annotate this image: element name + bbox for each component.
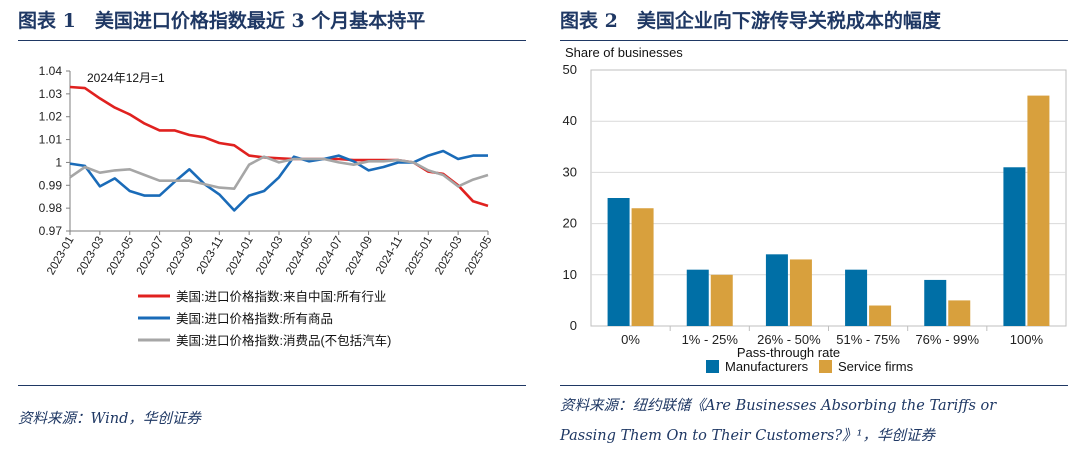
x-tick-label: 2024-03 (254, 235, 286, 278)
legend-swatch-2 (819, 360, 832, 373)
x-tick-label: 2023-01 (45, 235, 77, 278)
y-tick-label: 50 (563, 62, 577, 77)
x-tick-label: 2025-01 (403, 235, 435, 278)
bar-manufacturers (924, 279, 947, 326)
y-tick-label: 1.01 (39, 133, 63, 147)
x-tick-label: 2024-09 (344, 235, 376, 278)
bar-manufacturers (686, 269, 709, 326)
x-tick-label: 51% - 75% (836, 332, 900, 347)
y-tick-label: 1.02 (39, 110, 63, 124)
bar-service-firms (1027, 95, 1050, 326)
legend-label-2: 美国:进口价格指数:所有商品 (176, 311, 333, 326)
x-tick-label: 2025-05 (463, 235, 495, 278)
bar-service-firms (789, 259, 812, 326)
x-tick-label: 2024-07 (314, 235, 346, 278)
legend-label-1: 美国:进口价格指数:来自中国:所有行业 (176, 289, 386, 304)
figure1-title-rule (18, 40, 526, 41)
x-tick-label: 2023-05 (105, 235, 137, 278)
y-axis-title: Share of businesses (565, 45, 683, 60)
x-tick-label: 2023-09 (165, 235, 197, 278)
bar-manufacturers (1003, 167, 1026, 326)
figure2-title-rule (560, 40, 1068, 41)
figure1-source: 资料来源：Wind，华创证券 (18, 411, 201, 427)
x-tick-label: 2023-07 (135, 235, 167, 278)
plot-frame (590, 69, 1067, 327)
bar-service-firms (710, 274, 733, 326)
bar-manufacturers (845, 269, 868, 326)
x-tick-label: 0% (621, 332, 640, 347)
y-tick-label: 1.04 (39, 64, 63, 78)
legend-swatch-1 (706, 360, 719, 373)
x-axis-title: Pass-through rate (737, 345, 840, 360)
bar-manufacturers (765, 254, 788, 326)
x-tick-label: 1% - 25% (682, 332, 739, 347)
y-tick-label: 10 (563, 267, 577, 282)
y-tick-label: 20 (563, 216, 577, 231)
figure2-title: 图表 2 美国企业向下游传导关税成本的幅度 (560, 10, 941, 32)
x-tick-label: 100% (1010, 332, 1044, 347)
x-tick-label: 2024-05 (284, 235, 316, 278)
series-line-1 (69, 85, 489, 208)
y-tick-label: 0.97 (39, 224, 63, 238)
bar-manufacturers (607, 198, 630, 326)
x-tick-label: 2025-03 (433, 235, 465, 278)
x-tick-label: 26% - 50% (757, 332, 821, 347)
figure2-bar-chart: Share of businesses 0 10 20 30 40 50 0% 1% - 25%… (563, 45, 1067, 374)
legend-label-1: Manufacturers (725, 359, 809, 374)
y-tick-label: 1.03 (39, 87, 63, 101)
bar-service-firms (631, 208, 654, 326)
figure2-source-line2: Passing Them On to Their Customers?》¹，华创… (560, 428, 935, 444)
figure1-bottom-rule (18, 385, 526, 386)
x-tick-label: 2023-11 (195, 234, 226, 276)
x-tick-label: 2023-03 (75, 235, 107, 278)
figure1-line-chart: 0.970.980.9911.011.021.031.042023-012023… (39, 64, 495, 348)
series-line-2 (69, 149, 488, 212)
y-tick-label: 0.99 (39, 178, 63, 192)
figure1-title: 图表 1 美国进口价格指数最近 3 个月基本持平 (18, 10, 426, 32)
figure2-bottom-rule (560, 385, 1068, 386)
y-tick-label: 0.98 (39, 201, 63, 215)
y-tick-label: 30 (563, 164, 577, 179)
x-tick-label: 2024-11 (374, 235, 405, 277)
bar-service-firms (869, 305, 892, 326)
x-tick-label: 2024-01 (224, 235, 256, 278)
legend-label-2: Service firms (838, 359, 914, 374)
bar-service-firms (948, 300, 971, 326)
y-tick-label: 40 (563, 113, 577, 128)
y-tick-label: 0 (570, 318, 577, 333)
legend-label-3: 美国:进口价格指数:消费品(不包括汽车) (176, 333, 391, 348)
chart-annotation: 2024年12月=1 (87, 71, 165, 85)
series-line-3 (69, 155, 489, 190)
y-tick-label: 1 (55, 155, 62, 169)
x-tick-label: 76% - 99% (915, 332, 979, 347)
figure2-source-line1: 资料来源：纽约联储《Are Businesses Absorbing the T… (560, 398, 997, 414)
